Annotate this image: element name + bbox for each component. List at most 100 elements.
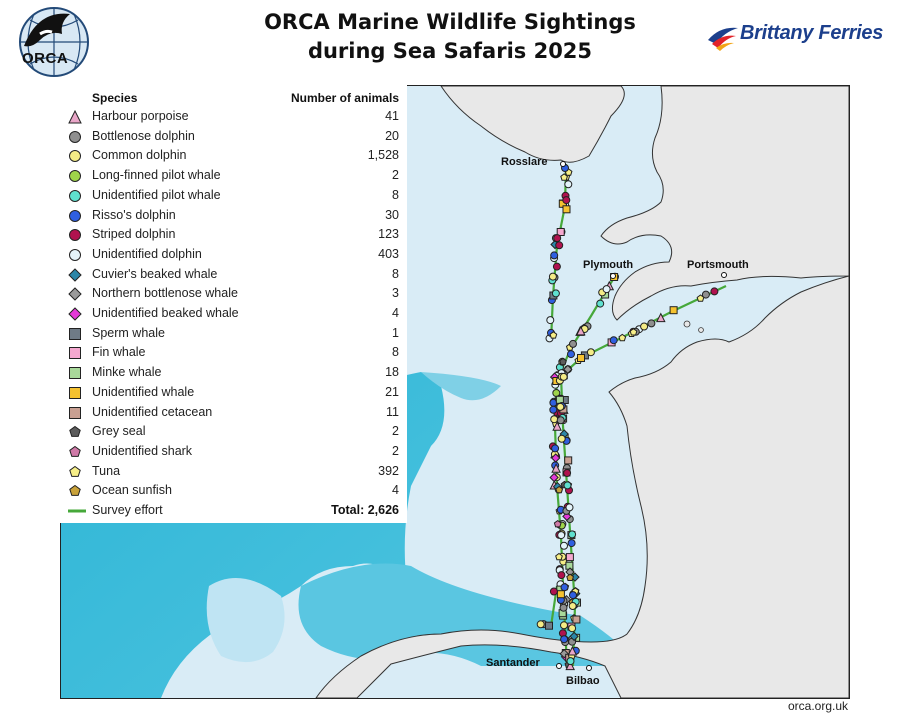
legend-row-unidentified-pilot-whale: Unidentified pilot whale 8 xyxy=(60,186,407,206)
great-britain-land xyxy=(600,86,849,321)
channel-island xyxy=(683,320,691,328)
sighting-marker-common-dolphin xyxy=(550,415,559,424)
sperm-whale-square-icon xyxy=(68,327,82,341)
legend-row-tuna: Tuna 392 xyxy=(60,462,407,482)
unidentified-shark-pentagon-icon xyxy=(68,445,82,459)
sighting-marker-unidentified-cetacean xyxy=(572,615,581,624)
legend-row-fin-whale: Fin whale 8 xyxy=(60,343,407,363)
legend-species-count: 11 xyxy=(386,404,399,419)
sighting-marker-harbour-porpoise xyxy=(575,325,586,336)
unidentified-pilot-whale-circle-icon xyxy=(68,189,82,203)
legend-effort-label: Survey effort xyxy=(92,503,163,517)
sighting-marker-sperm-whale xyxy=(545,621,553,630)
place-santander: Santander xyxy=(486,657,540,669)
sighting-marker-unidentified-whale xyxy=(556,590,565,599)
title-line-1: ORCA Marine Wildlife Sightings xyxy=(264,10,636,34)
place-plymouth: Plymouth xyxy=(583,259,634,271)
legend-species-count: 18 xyxy=(385,365,399,380)
legend-species-count: 8 xyxy=(392,187,399,202)
sighting-marker-striped-dolphin xyxy=(553,234,562,243)
sighting-marker-fin-whale xyxy=(565,553,574,562)
sighting-marker-striped-dolphin xyxy=(562,196,571,205)
legend-species-name: Fin whale xyxy=(92,345,146,360)
legend-species-name: Unidentified pilot whale xyxy=(92,187,221,202)
sighting-marker-common-dolphin xyxy=(640,322,649,331)
sighting-marker-harbour-porpoise xyxy=(567,645,578,656)
sighting-marker-harbour-porpoise xyxy=(655,312,666,323)
channel-island xyxy=(698,327,704,333)
legend-row-cuvier-s-beaked-whale: Cuvier's beaked whale 8 xyxy=(60,265,407,285)
long-finned-pilot-whale-circle-icon xyxy=(68,169,82,183)
sighting-marker-risso-s-dolphin xyxy=(551,444,560,453)
legend-species-count: 41 xyxy=(385,109,399,123)
sighting-marker-striped-dolphin xyxy=(555,241,564,250)
footer-credit: orca.org.uk xyxy=(787,699,848,713)
port-marker xyxy=(560,161,566,167)
legend-species-name: Unidentified cetacean xyxy=(92,404,213,419)
sighting-marker-unidentified-pilot-whale xyxy=(566,657,575,666)
sighting-marker-risso-s-dolphin xyxy=(549,405,558,414)
sighting-marker-unidentified-dolphin xyxy=(602,285,611,294)
legend-row-unidentified-shark: Unidentified shark 2 xyxy=(60,442,407,462)
legend-row-risso-s-dolphin: Risso's dolphin 30 xyxy=(60,206,407,226)
sighting-marker-bottlenose-dolphin xyxy=(647,319,656,328)
sighting-marker-ocean-sunfish xyxy=(566,573,574,582)
sighting-marker-unidentified-dolphin xyxy=(565,503,574,512)
legend-species-name: Minke whale xyxy=(92,365,162,380)
sighting-marker-striped-dolphin xyxy=(563,469,572,477)
unidentified-dolphin-circle-icon xyxy=(68,248,82,262)
sighting-marker-tuna xyxy=(560,173,568,181)
legend-row-minke-whale: Minke whale 18 xyxy=(60,363,407,383)
place-rosslare: Rosslare xyxy=(501,156,548,168)
legend-row-harbour-porpoise: Harbour porpoise 41 xyxy=(60,107,407,127)
sighting-marker-grey-seal xyxy=(559,357,567,366)
sighting-marker-unidentified-cetacean xyxy=(564,456,573,465)
legend-species-name: Sperm whale xyxy=(92,325,165,340)
sighting-marker-harbour-porpoise xyxy=(552,421,562,431)
port-marker xyxy=(586,665,592,671)
legend-species-count: 8 xyxy=(392,266,399,281)
sighting-marker-common-dolphin xyxy=(548,272,557,281)
legend-species-name: Northern bottlenose whale xyxy=(92,286,238,301)
legend-species-name: Common dolphin xyxy=(92,148,187,163)
port-marker xyxy=(556,663,562,669)
brittany-ferries-logo xyxy=(706,18,896,54)
legend-species-name: Unidentified dolphin xyxy=(92,246,202,261)
legend-species-name: Unidentified beaked whale xyxy=(92,306,239,320)
legend-row-striped-dolphin: Striped dolphin 123 xyxy=(60,225,407,245)
sightings-layer xyxy=(536,164,719,671)
sighting-marker-striped-dolphin xyxy=(557,571,566,580)
sighting-marker-common-dolphin xyxy=(559,372,568,381)
legend-species-count: 30 xyxy=(385,207,399,222)
sighting-marker-cuvier-s-beaked-whale xyxy=(569,631,579,642)
sighting-marker-unidentified-dolphin xyxy=(557,531,566,540)
sighting-marker-unidentified-whale xyxy=(577,354,585,362)
sighting-marker-ocean-sunfish xyxy=(555,485,564,494)
continent-land xyxy=(315,275,849,698)
ireland-land xyxy=(440,86,625,163)
sighting-marker-unidentified-pilot-whale xyxy=(596,299,605,308)
harbour-porpoise-triangle-icon xyxy=(68,109,82,124)
striped-dolphin-circle-icon xyxy=(68,228,82,242)
legend-species-count: 2 xyxy=(392,443,399,458)
legend-species-count: 392 xyxy=(378,463,399,478)
legend-species-name: Tuna xyxy=(92,463,121,478)
port-marker xyxy=(610,273,616,279)
unidentified-cetacean-square-icon xyxy=(68,406,82,420)
legend-species-count: 8 xyxy=(392,345,399,360)
legend-species-name: Long-finned pilot whale xyxy=(92,168,221,183)
sighting-marker-striped-dolphin xyxy=(552,262,561,271)
tuna-pentagon-icon xyxy=(68,465,82,479)
sighting-marker-fin-whale xyxy=(556,228,565,236)
sighting-marker-common-dolphin xyxy=(557,434,566,443)
sighting-marker-unidentified-whale xyxy=(562,205,571,214)
place-portsmouth: Portsmouth xyxy=(687,259,749,271)
legend-species-count: 3 xyxy=(392,286,399,301)
sighting-marker-bottlenose-dolphin xyxy=(556,416,565,425)
sighting-marker-risso-s-dolphin xyxy=(569,591,577,600)
sighting-marker-risso-s-dolphin xyxy=(609,336,618,345)
legend-row-common-dolphin: Common dolphin 1,528 xyxy=(60,146,407,166)
sighting-marker-unidentified-pilot-whale xyxy=(551,289,560,298)
grey-seal-pentagon-icon xyxy=(68,425,82,439)
seamount xyxy=(206,578,285,663)
